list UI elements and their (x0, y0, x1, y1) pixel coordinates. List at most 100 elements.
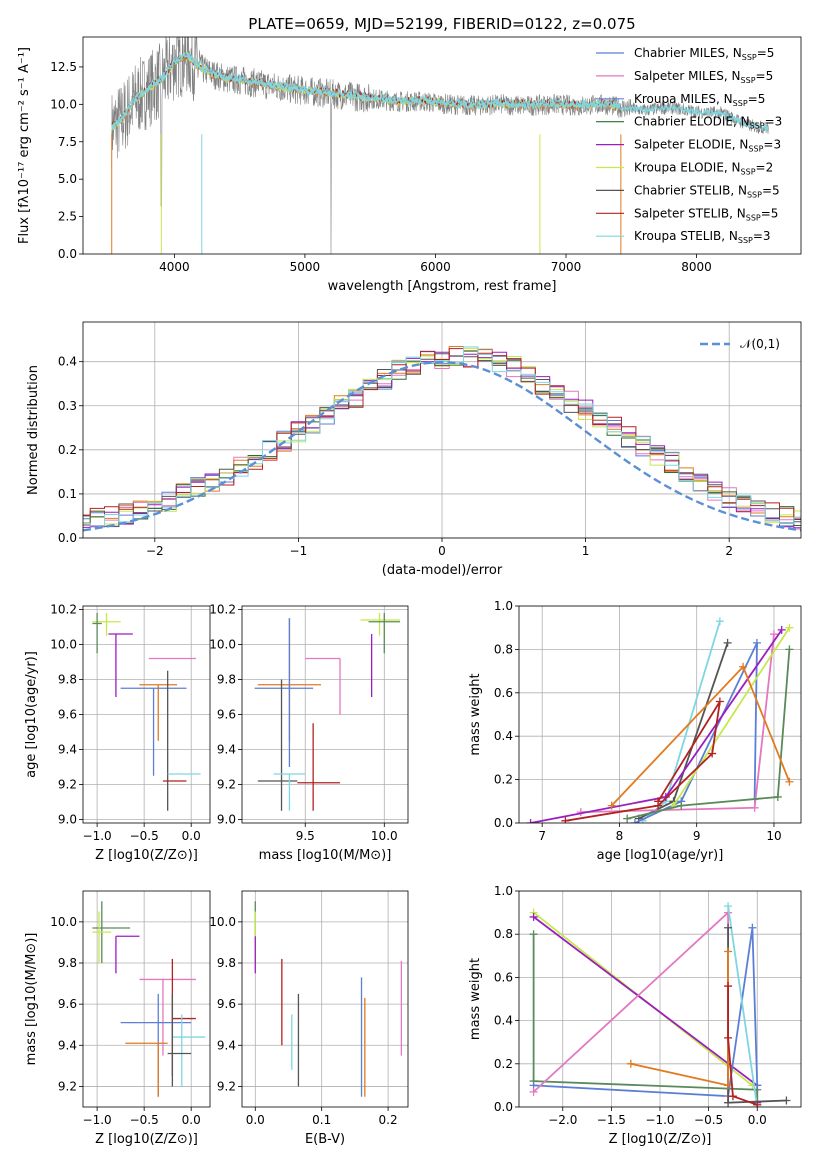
y-axis-label: mass weight (468, 673, 483, 755)
mass-weight-marker (626, 1059, 635, 1068)
x-tick-label: 7 (538, 829, 546, 843)
legend-rest: =5 (748, 92, 766, 106)
y-tick-label: 9.4 (58, 1038, 77, 1052)
mass-weight-marker (769, 630, 778, 639)
mass-weight-marker (529, 912, 538, 921)
mass-weight-marker (773, 792, 782, 801)
y-tick-label: 0.1 (58, 487, 77, 501)
legend-rest: =5 (756, 69, 774, 83)
legend-sub: SSP (747, 190, 762, 199)
x-axis-label: E(B-V) (305, 1132, 345, 1147)
mass-weight-line (672, 627, 791, 807)
x-tick-label: −2.0 (548, 1113, 577, 1127)
mass-weight-marker (724, 1081, 733, 1090)
x-tick-label: −2 (146, 544, 164, 558)
x-tick-label: 1 (582, 544, 590, 558)
mass-weight-marker (724, 982, 733, 991)
axes-frame (82, 605, 211, 824)
plot-area (242, 891, 408, 1107)
x-axis-label: Z [log10(Z/Z⊙)] (609, 1132, 712, 1147)
x-tick-label: −0.5 (694, 1113, 723, 1127)
x-tick-label: −1 (290, 544, 308, 558)
x-axis-label: age [log10(age/yr)] (597, 848, 724, 863)
mass-weight-line (533, 916, 759, 1103)
y-tick-label: 9.8 (58, 956, 77, 970)
mass-weight-marker (724, 902, 733, 911)
mass-weight-line (530, 629, 783, 823)
x-axis-label: (data-model)/error (382, 563, 503, 578)
y-tick-label: 9.8 (58, 673, 77, 687)
mass-weight-marker (529, 1087, 538, 1096)
mass-weight-marker (752, 638, 761, 647)
mass-weight-marker (728, 1092, 737, 1101)
y-tick-label: 9.4 (217, 743, 236, 757)
legend-entry: Kroupa STELIB, NSSP=3 (634, 229, 771, 245)
y-tick-label: 10.0 (50, 638, 77, 652)
y-tick-label: 0.4 (494, 729, 513, 743)
legend-rest: =2 (756, 161, 774, 175)
mass-weight-marker (526, 819, 535, 823)
x-tick-label: 6000 (420, 260, 451, 274)
y-tick-label: 10.0 (50, 915, 77, 929)
y-tick-label: 0.6 (494, 686, 513, 700)
y-tick-label: 9.6 (217, 708, 236, 722)
figure-title: PLATE=0659, MJD=52199, FIBERID=0122, z=0… (248, 15, 635, 33)
panel-6: −1.0 −0.5 0.0 9.2 9.4 9.6 9.8 10.0 Z [log10(Z/Z⊙… (24, 890, 211, 1147)
panel-3: −1.0 −0.5 0.0 9.0 9.2 9.4 9.6 9.8 10.0 10.2 Z [log… (24, 603, 211, 863)
y-tick-label: 12.5 (50, 60, 77, 74)
y-tick-label: 1.0 (494, 884, 513, 898)
mass-weight-marker (777, 625, 786, 634)
mass-weight-marker (724, 1033, 733, 1042)
panel-7: 0.0 0.1 0.2 9.2 9.4 9.6 9.8 10.0 E(B-V) (209, 890, 409, 1147)
gaussian-curve (83, 360, 801, 532)
y-tick-label: 7.5 (58, 135, 77, 149)
y-tick-label: 5.0 (58, 172, 77, 186)
legend-sub: SSP (742, 53, 757, 62)
legend-rest: =3 (765, 115, 783, 129)
legend-entry: Kroupa MILES, NSSP=5 (634, 92, 765, 108)
mass-weight-marker (630, 819, 639, 823)
y-tick-label: 0.0 (58, 531, 77, 545)
mass-weight-line (580, 634, 775, 813)
x-tick-label: 0 (438, 544, 446, 558)
y-tick-label: 0.0 (58, 247, 77, 261)
mass-weight-marker (561, 816, 570, 823)
y-axis-label: Flux [fλ10⁻¹⁷ erg cm⁻² s⁻¹ A⁻¹] (17, 47, 32, 244)
mass-weight-line (727, 905, 759, 1107)
histogram-step (83, 351, 801, 529)
x-tick-label: 0.0 (246, 1113, 265, 1127)
legend-entry: Salpeter STELIB, NSSP=5 (634, 206, 778, 222)
plot-area (83, 606, 210, 823)
axes-frame (518, 605, 802, 824)
legend-sub: SSP (746, 213, 761, 222)
mass-weight-line (727, 986, 758, 1106)
mass-weight-marker (748, 923, 757, 932)
mass-weight-marker (753, 1100, 762, 1107)
y-tick-label: 0.8 (494, 642, 513, 656)
plot-area (519, 891, 801, 1107)
y-tick-label: 10.2 (50, 603, 77, 617)
histogram-step (83, 346, 801, 527)
x-axis-label: Z [log10(Z/Z⊙)] (95, 1132, 198, 1147)
axes-frame (241, 605, 409, 824)
histogram-step (83, 350, 801, 526)
x-axis-label: wavelength [Angstrom, rest frame] (328, 279, 557, 294)
mass-weight-marker (724, 1098, 733, 1107)
y-tick-label: 9.2 (58, 1079, 77, 1093)
legend-rest: =5 (761, 206, 779, 220)
y-tick-label: 10.0 (209, 638, 236, 652)
y-tick-label: 2.5 (58, 210, 77, 224)
histogram-step (83, 353, 801, 527)
y-tick-label: 10.0 (209, 915, 236, 929)
y-axis-label: age [log10(age/yr)] (24, 651, 39, 778)
mass-weight-marker (529, 930, 538, 939)
histogram-step (83, 348, 801, 528)
legend-rest: =5 (762, 183, 780, 197)
mass-weight-line (533, 927, 759, 1098)
mass-weight-marker (715, 617, 724, 626)
plot-area (111, 37, 769, 254)
legend-rest: =5 (757, 46, 775, 60)
x-tick-label: 0.0 (182, 1113, 201, 1127)
plot-area (242, 606, 408, 823)
